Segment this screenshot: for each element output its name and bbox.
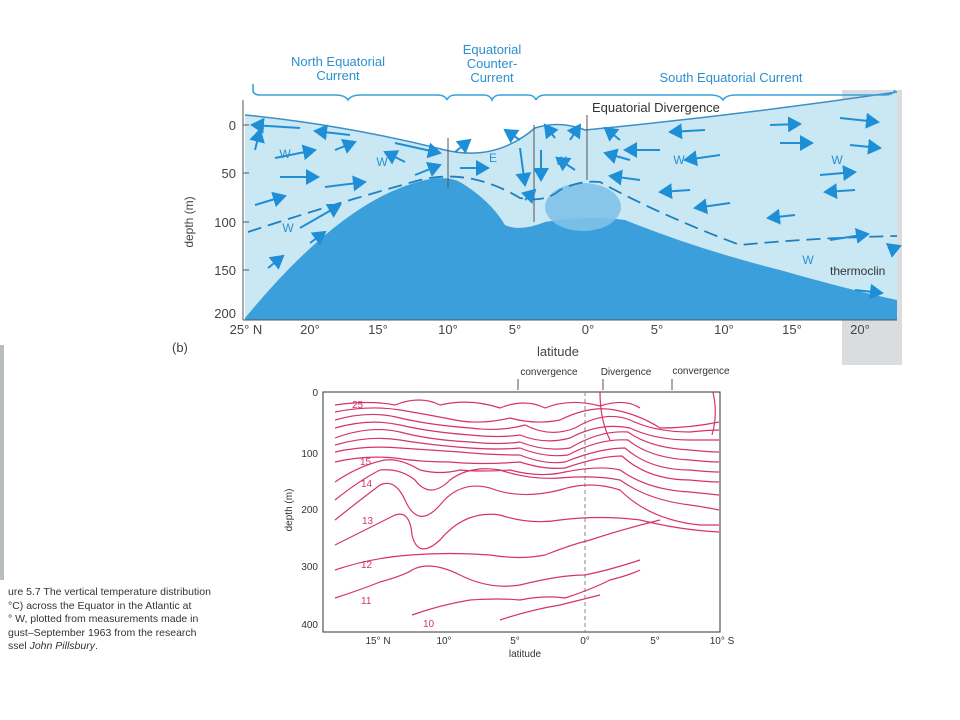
caption-line: ssel John Pillsbury.	[8, 640, 98, 652]
caption-line: °C) across the Equator in the Atlantic a…	[8, 599, 192, 612]
current-label-counter: Equatorial Counter-Current	[463, 42, 522, 85]
water-markers: W W E W W W W W	[279, 147, 843, 267]
svg-text:50: 50	[222, 166, 236, 181]
isotherm-label-group: 25 15 14 13 12 11 10	[352, 400, 435, 630]
svg-text:100: 100	[214, 215, 236, 230]
isotherm-lines	[334, 391, 720, 621]
svg-text:200: 200	[214, 306, 236, 321]
thermocline-line	[247, 175, 898, 246]
svg-text:5°: 5°	[650, 636, 660, 647]
chart-frame	[322, 391, 721, 633]
svg-text:300: 300	[301, 562, 318, 573]
y-ticks	[243, 124, 249, 271]
svg-text:10°: 10°	[438, 322, 458, 337]
svg-text:5°: 5°	[651, 322, 663, 337]
svg-text:0: 0	[229, 118, 236, 133]
isotherm-label: 11	[361, 596, 372, 607]
svg-text:150: 150	[214, 263, 236, 278]
current-brackets	[252, 84, 896, 103]
water-mark: W	[831, 153, 843, 167]
current-arrows	[249, 112, 902, 300]
left-edge-strip	[0, 345, 4, 580]
water-mark: W	[555, 154, 567, 168]
x-axis-label: latitude	[537, 344, 579, 359]
deep-water-mass	[245, 178, 897, 320]
x-tick-labels: 25° N 20° 15° 10° 5° 0° 5° 10° 15° 20°	[230, 322, 870, 337]
svg-text:convergence: convergence	[520, 367, 578, 378]
thermocline-label: thermoclin	[830, 264, 885, 278]
equatorial-current-diagram: North Equatorial Current Equatorial Counte…	[172, 42, 902, 365]
water-mark: W	[376, 155, 388, 169]
current-label-north: North Equatorial Current	[291, 54, 385, 83]
water-mark: W	[282, 221, 294, 235]
svg-text:200: 200	[301, 505, 318, 516]
water-lens	[545, 183, 621, 231]
isotherm-label: 10	[423, 619, 435, 630]
svg-text:15°: 15°	[782, 322, 802, 337]
isotherm-label: 13	[362, 516, 374, 527]
svg-text:0°: 0°	[580, 636, 590, 647]
isotherm-label: 25	[352, 400, 364, 411]
svg-text:10° S: 10° S	[710, 636, 735, 647]
current-label-south: South Equatorial Current	[659, 70, 802, 85]
caption-line: gust–September 1963 from the research	[8, 626, 197, 639]
svg-text:0: 0	[312, 388, 318, 399]
divergence-label: Equatorial Divergence	[592, 100, 720, 115]
caption-line: ° W, plotted from measurements made in	[8, 613, 199, 625]
water-mark: W	[673, 153, 685, 167]
isotherm-label: 15	[360, 457, 372, 468]
svg-text:20°: 20°	[300, 322, 320, 337]
annotation-ticks	[517, 379, 673, 390]
svg-text:100: 100	[301, 449, 318, 460]
water-mark: E	[489, 151, 497, 165]
sea-surface-line	[244, 91, 898, 154]
y-tick-labels: 0 100 200 300 400	[301, 388, 318, 631]
svg-text:10°: 10°	[436, 636, 451, 647]
caption-line: ure 5.7 The vertical temperature distrib…	[8, 586, 211, 598]
svg-text:5°: 5°	[510, 636, 520, 647]
svg-text:25° N: 25° N	[230, 322, 263, 337]
svg-text:400: 400	[301, 620, 318, 631]
top-annotations: convergence Divergence convergence	[520, 366, 730, 378]
svg-text:5°: 5°	[509, 322, 521, 337]
y-axis-label: depth (m)	[284, 489, 295, 532]
water-mark: W	[279, 147, 291, 161]
water-mark: W	[802, 253, 814, 267]
x-tick-labels: 15° N 10° 5° 0° 5° 10° S	[365, 636, 734, 647]
svg-text:0°: 0°	[582, 322, 594, 337]
svg-text:15°: 15°	[368, 322, 388, 337]
isotherm-label: 14	[361, 479, 373, 490]
x-axis-label: latitude	[509, 649, 542, 660]
svg-text:convergence: convergence	[672, 366, 730, 377]
svg-text:15° N: 15° N	[365, 636, 390, 647]
isotherm-label: 12	[361, 560, 373, 571]
svg-text:10°: 10°	[714, 322, 734, 337]
figure-caption: ure 5.7 The vertical temperature distrib…	[8, 586, 280, 654]
svg-text:20°: 20°	[850, 322, 870, 337]
svg-text:Divergence: Divergence	[601, 367, 652, 378]
y-axis-label: depth (m)	[182, 196, 196, 247]
y-tick-labels: 0 50 100 150 200	[214, 118, 236, 321]
panel-label: (b)	[172, 340, 188, 355]
